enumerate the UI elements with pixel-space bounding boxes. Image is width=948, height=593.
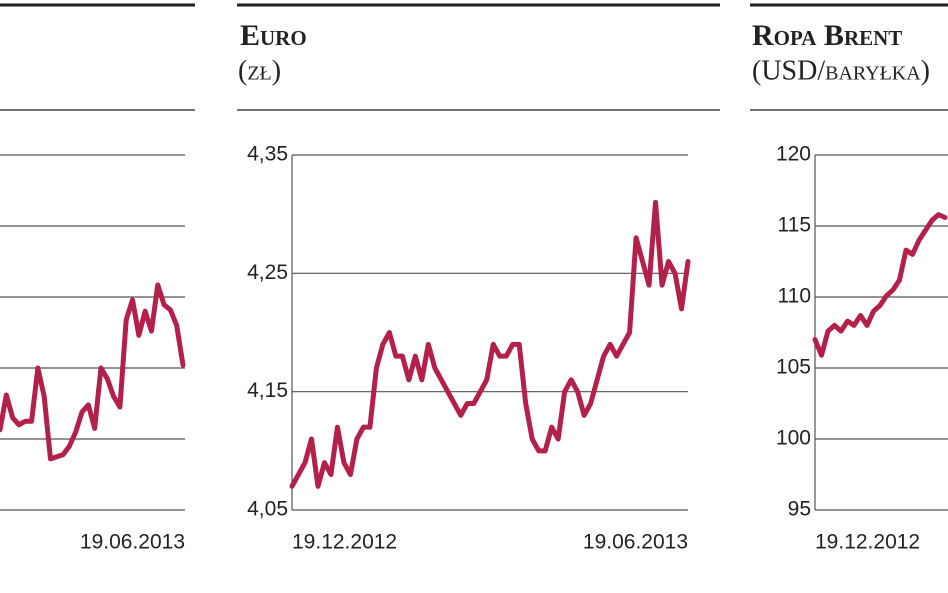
- y-tick-label: 4,25: [247, 261, 288, 284]
- x-tick-label: 19.06.2013: [583, 531, 688, 554]
- x-tick-label: 19.06.2013: [80, 531, 185, 554]
- y-tick-label: 120: [776, 143, 811, 166]
- price-line: [289, 199, 691, 489]
- chart-title: Ropa Brent: [752, 19, 902, 52]
- x-tick-label: 19.12.2012: [815, 531, 920, 554]
- chart-title: Euro: [240, 19, 307, 52]
- chart-subtitle: (USD/baryłka): [752, 55, 930, 86]
- y-tick-label: 105: [776, 356, 811, 379]
- price-line: [0, 282, 186, 462]
- y-tick-label: 115: [778, 214, 811, 237]
- y-tick-label: 100: [776, 427, 811, 450]
- y-tick-label: 4,05: [247, 498, 288, 521]
- x-tick-label: 19.12.2012: [292, 531, 397, 554]
- price-line: [812, 212, 948, 358]
- y-tick-label: 95: [788, 498, 811, 521]
- y-tick-label: 4,35: [247, 143, 288, 166]
- y-tick-label: 4,15: [247, 379, 288, 402]
- chart-subtitle: (zł): [238, 55, 281, 86]
- y-tick-label: 110: [778, 285, 811, 308]
